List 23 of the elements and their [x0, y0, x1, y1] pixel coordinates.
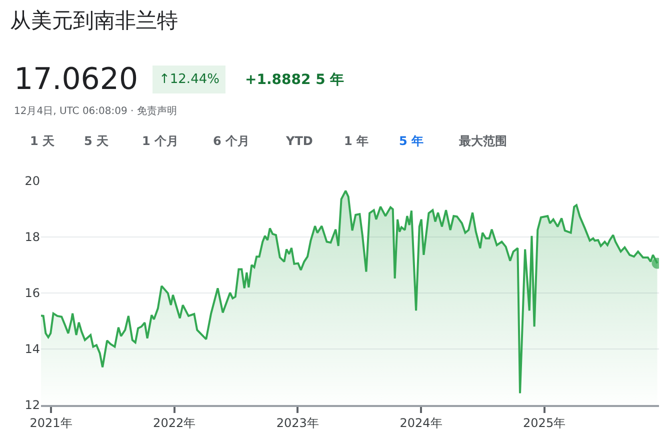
- text: 5 天: [84, 134, 110, 148]
- x-tick-label: 2024年: [400, 416, 442, 430]
- x-tick-label: 2025年: [523, 416, 566, 430]
- text: YTD: [285, 134, 313, 148]
- text: 1 天: [30, 134, 56, 148]
- y-tick-label: 14: [24, 342, 40, 356]
- text: 17.0620: [14, 62, 138, 97]
- y-tick-label: 20: [24, 174, 40, 188]
- text: 最大范围: [458, 134, 507, 148]
- text: 1 年: [344, 134, 369, 148]
- text: 5 年: [399, 134, 424, 148]
- text: ↑12.44%: [159, 72, 220, 87]
- chart-title: 从美元到南非兰特: [10, 8, 178, 32]
- text: 12月4日, UTC 06:08:09 · 免责声明: [14, 105, 177, 117]
- text: 6 个月: [213, 134, 250, 148]
- x-tick-label: 2022年: [153, 416, 196, 430]
- x-tick-label: 2023年: [276, 416, 319, 430]
- y-tick-label: 16: [24, 286, 40, 300]
- text: 1 个月: [142, 134, 179, 148]
- y-tick-label: 12: [24, 398, 40, 412]
- text: +1.8882 5 年: [245, 72, 344, 88]
- y-tick-label: 18: [24, 230, 40, 244]
- x-tick-label: 2021年: [30, 416, 72, 430]
